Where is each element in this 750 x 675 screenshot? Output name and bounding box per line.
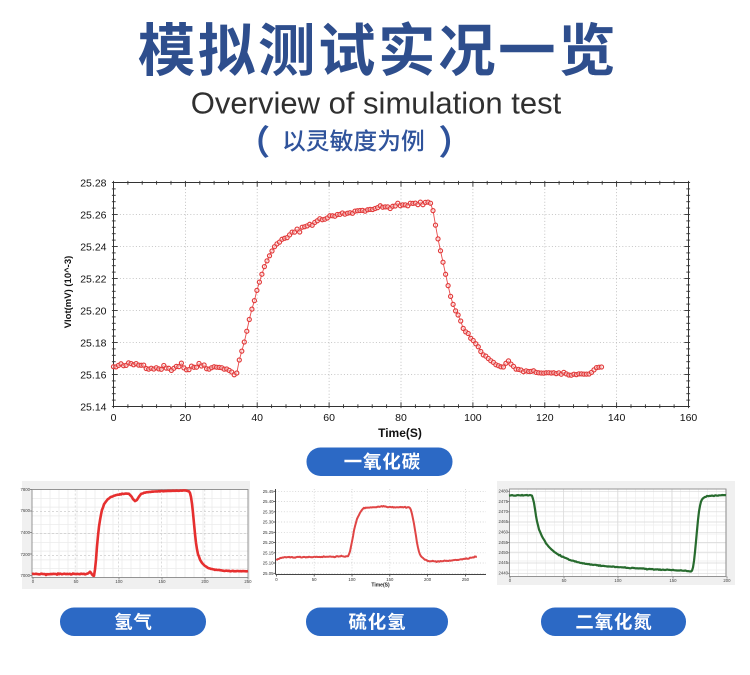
svg-text:7000: 7000 xyxy=(20,573,30,578)
svg-text:25.25: 25.25 xyxy=(263,530,274,535)
svg-text:100: 100 xyxy=(614,578,622,583)
svg-text:2475: 2475 xyxy=(498,499,508,504)
svg-text:2455: 2455 xyxy=(498,540,508,545)
svg-text:7200: 7200 xyxy=(20,552,30,557)
svg-text:25.15: 25.15 xyxy=(263,550,274,555)
svg-text:7600: 7600 xyxy=(20,508,30,513)
svg-text:250: 250 xyxy=(244,579,252,584)
svg-text:0: 0 xyxy=(32,579,35,584)
svg-text:0: 0 xyxy=(509,578,512,583)
svg-text:Time(S): Time(S) xyxy=(378,426,422,440)
svg-text:25.16: 25.16 xyxy=(80,370,106,382)
svg-text:140: 140 xyxy=(608,412,626,424)
svg-text:25.28: 25.28 xyxy=(80,178,106,190)
svg-text:25.22: 25.22 xyxy=(80,274,106,286)
svg-text:7400: 7400 xyxy=(20,530,30,535)
svg-text:160: 160 xyxy=(680,412,698,424)
svg-text:25.24: 25.24 xyxy=(80,242,106,254)
svg-text:2460: 2460 xyxy=(498,530,508,535)
svg-text:100: 100 xyxy=(348,577,356,582)
svg-text:2465: 2465 xyxy=(498,519,508,524)
svg-text:25.40: 25.40 xyxy=(263,499,274,504)
svg-text:0: 0 xyxy=(275,577,278,582)
svg-text:150: 150 xyxy=(386,577,394,582)
svg-text:25.30: 25.30 xyxy=(263,520,274,525)
svg-text:7800: 7800 xyxy=(20,487,30,492)
svg-text:Time(S): Time(S) xyxy=(371,583,390,589)
svg-text:25.20: 25.20 xyxy=(263,540,274,545)
svg-text:60: 60 xyxy=(323,412,335,424)
svg-text:2470: 2470 xyxy=(498,509,508,514)
svg-text:120: 120 xyxy=(536,412,554,424)
svg-text:150: 150 xyxy=(158,579,166,584)
svg-text:2440: 2440 xyxy=(498,571,508,576)
svg-text:50: 50 xyxy=(312,577,317,582)
svg-text:25.05: 25.05 xyxy=(263,571,274,576)
svg-text:100: 100 xyxy=(464,412,482,424)
svg-text:25.20: 25.20 xyxy=(80,306,106,318)
svg-text:50: 50 xyxy=(74,579,79,584)
svg-text:150: 150 xyxy=(669,578,677,583)
svg-text:25.18: 25.18 xyxy=(80,338,106,350)
svg-text:Vlot(mV) (10^-3): Vlot(mV) (10^-3) xyxy=(63,256,74,329)
svg-text:20: 20 xyxy=(180,412,192,424)
svg-text:200: 200 xyxy=(201,579,209,584)
svg-text:25.10: 25.10 xyxy=(263,561,274,566)
svg-text:40: 40 xyxy=(251,412,263,424)
svg-text:2480: 2480 xyxy=(498,489,508,494)
svg-text:250: 250 xyxy=(462,577,470,582)
svg-text:100: 100 xyxy=(115,579,123,584)
svg-text:50: 50 xyxy=(562,578,567,583)
svg-text:80: 80 xyxy=(395,412,407,424)
svg-text:25.14: 25.14 xyxy=(80,402,106,414)
svg-text:200: 200 xyxy=(424,577,432,582)
svg-text:25.35: 25.35 xyxy=(263,509,274,514)
svg-text:25.45: 25.45 xyxy=(263,489,274,494)
svg-text:Overview of simulation test: Overview of simulation test xyxy=(191,86,562,121)
svg-text:2450: 2450 xyxy=(498,550,508,555)
svg-text:0: 0 xyxy=(111,412,117,424)
svg-text:25.26: 25.26 xyxy=(80,210,106,222)
svg-text:2445: 2445 xyxy=(498,560,508,565)
svg-text:200: 200 xyxy=(723,578,731,583)
